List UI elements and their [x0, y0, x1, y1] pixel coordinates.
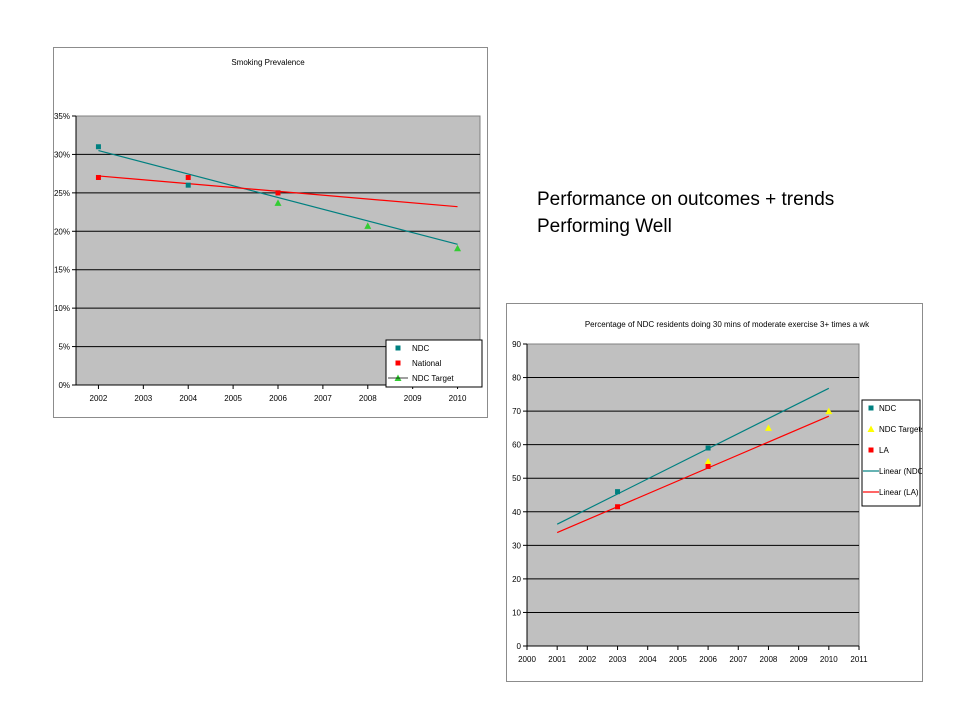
chart1-point-ndc: [185, 182, 191, 188]
chart2-x-tick-label: 2009: [790, 655, 808, 664]
chart1-legend-label-2: National: [412, 359, 442, 368]
chart1-point-ndc: [95, 144, 101, 150]
chart2-y-tick-label: 0: [517, 642, 522, 651]
chart1-point-national: [275, 190, 281, 196]
chart2-x-tick-label: 2001: [548, 655, 566, 664]
chart2-x-tick-label: 2007: [729, 655, 747, 664]
chart2-x-tick-label: 2000: [518, 655, 536, 664]
chart2-point-ndc-targets: [764, 424, 772, 431]
chart2-trendline-1: [556, 387, 830, 525]
chart2-legend-label-1: NDC: [879, 404, 897, 413]
chart1-point-national: [95, 174, 101, 180]
chart1-x-tick-label: 2002: [90, 394, 108, 403]
chart2-point-ndc-targets: [704, 457, 712, 465]
chart2-plot-area: [526, 343, 860, 647]
chart2-y-tick-label: 30: [512, 541, 521, 550]
chart1-x-tick-label: 2003: [134, 394, 152, 403]
chart2-legend-label-5: Linear (LA): [879, 488, 919, 497]
chart1-y-tick-label: 15%: [54, 266, 70, 275]
chart1-legend: [385, 339, 483, 388]
chart2-x-tick-label: 2008: [760, 655, 778, 664]
chart2-legend-key-1: [868, 405, 874, 411]
chart2-title: Percentage of NDC residents doing 30 min…: [585, 320, 870, 329]
chart2-y-tick-label: 80: [512, 374, 521, 383]
chart2-point-la: [615, 504, 621, 510]
caption-line-2: Performing Well: [537, 216, 672, 237]
chart1-point-national: [185, 174, 191, 180]
chart2-y-tick-label: 40: [512, 508, 521, 517]
chart2-y-tick-label: 50: [512, 474, 521, 483]
chart2-x-tick-label: 2006: [699, 655, 717, 664]
chart1-title: Smoking Prevalence: [231, 58, 305, 67]
chart1-y-tick-label: 25%: [54, 189, 70, 198]
chart2-legend-label-2: NDC Targets: [879, 425, 922, 434]
chart2-x-tick-label: 2011: [850, 655, 868, 664]
chart2-x-tick-label: 2004: [639, 655, 657, 664]
chart2-y-tick-label: 90: [512, 340, 521, 349]
chart1-legend-key-1: [395, 345, 401, 351]
chart1-y-tick-label: 35%: [54, 112, 70, 121]
chart2-legend-key-2: [867, 425, 875, 432]
chart2-trendline-2: [556, 415, 830, 534]
chart2-x-tick-label: 2010: [820, 655, 838, 664]
chart1-x-tick-label: 2008: [359, 394, 377, 403]
chart2-x-tick-label: 2005: [669, 655, 687, 664]
chart2-point-ndc-targets: [825, 407, 833, 415]
exercise-svg: Percentage of NDC residents doing 30 min…: [512, 320, 922, 664]
chart1-x-tick-label: 2004: [179, 394, 197, 403]
caption: Performance on outcomes + trends Perform…: [537, 186, 834, 240]
chart1-legend-label-3: NDC Target: [412, 374, 454, 383]
smoking-prevalence-chart: Smoking Prevalence 0% 5% 10% 15% 20% 25% 30% 35%…: [53, 47, 488, 418]
caption-line-1: Performance on outcomes + trends: [537, 189, 835, 210]
chart1-y-tick-label: 30%: [54, 150, 70, 159]
chart1-y-tick-label: 20%: [54, 227, 70, 236]
chart1-y-tick-label: 10%: [54, 304, 70, 313]
chart2-point-ndc: [705, 445, 711, 451]
chart2-y-tick-label: 10: [512, 608, 521, 617]
chart1-x-tick-label: 2006: [269, 394, 287, 403]
chart2-legend-label-3: LA: [879, 446, 889, 455]
chart2-legend-key-3: [868, 447, 874, 453]
chart2-point-la: [705, 463, 711, 469]
chart1-x-tick-label: 2005: [224, 394, 242, 403]
chart1-point-ndc-target: [274, 199, 282, 206]
chart1-legend-key-2: [395, 360, 401, 366]
chart2-point-ndc: [615, 489, 621, 495]
smoking-prevalence-svg: Smoking Prevalence 0% 5% 10% 15% 20% 25% 30% 35%…: [54, 58, 483, 403]
chart2-x-tick-label: 2002: [578, 655, 596, 664]
chart2-legend-label-4: Linear (NDC): [879, 467, 922, 476]
chart1-x-tick-label: 2007: [314, 394, 332, 403]
chart1-trendline-1: [98, 150, 458, 245]
chart2-x-tick-label: 2003: [609, 655, 627, 664]
chart2-y-tick-label: 60: [512, 441, 521, 450]
chart2-y-tick-label: 20: [512, 575, 521, 584]
chart1-x-tick-label: 2010: [449, 394, 467, 403]
chart1-y-tick-label: 0%: [58, 381, 70, 390]
chart1-x-tick-label: 2009: [404, 394, 422, 403]
chart2-legend: [861, 399, 921, 507]
chart2-y-tick-label: 70: [512, 407, 521, 416]
exercise-chart: Percentage of NDC residents doing 30 min…: [506, 303, 923, 682]
chart1-y-tick-label: 5%: [58, 343, 70, 352]
chart1-point-ndc-target: [364, 222, 372, 229]
chart1-point-ndc-target: [454, 244, 462, 252]
chart1-legend-label-1: NDC: [412, 344, 430, 353]
